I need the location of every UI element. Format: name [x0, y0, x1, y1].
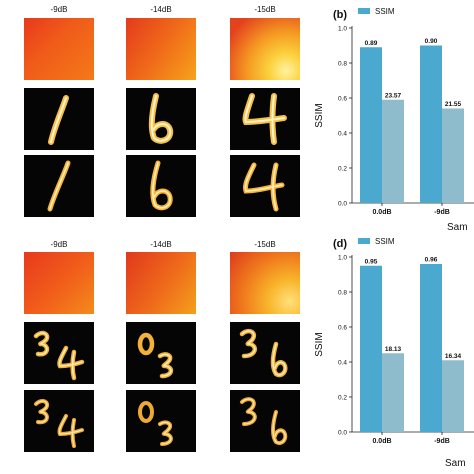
x-tick-label: 0.0dB [372, 438, 391, 445]
ground-truth-digit-image [24, 155, 94, 217]
ground-truth-digit-image [126, 390, 196, 452]
x-tick-label: -9dB [434, 438, 450, 445]
x-axis-title: Sam [445, 458, 466, 469]
y-tick-label: 0.6 [338, 324, 347, 331]
x-tick-label: -9dB [434, 209, 450, 216]
bar-value-label: 0.96 [425, 257, 438, 264]
secondary-bar [382, 99, 404, 203]
reconstructed-digit-image [230, 88, 300, 150]
column-label: -15dB [254, 240, 276, 249]
ssim-bar [360, 265, 382, 432]
secondary-bar [442, 360, 464, 432]
reconstructed-digit-image [24, 322, 94, 384]
speckle-image [230, 252, 300, 314]
y-tick-label: 1.0 [338, 25, 347, 32]
legend-swatch [358, 8, 370, 14]
reconstructed-digit-image [24, 88, 94, 150]
bar-value-label: 18.13 [385, 346, 402, 353]
ground-truth-digit-image [24, 390, 94, 452]
panel-label: (d) [333, 238, 347, 250]
speckle-image [126, 18, 196, 80]
y-tick-label: 0.6 [338, 95, 347, 102]
column-label: -14dB [150, 240, 172, 249]
y-tick-label: 0.0 [338, 200, 347, 207]
y-tick-label: 0.0 [338, 429, 347, 436]
reconstructed-digit-image [126, 322, 196, 384]
y-tick-label: 0.4 [338, 359, 347, 366]
reconstructed-digit-image [126, 88, 196, 150]
x-tick-label: 0.0dB [372, 209, 391, 216]
ssim-bar [360, 47, 382, 203]
reconstructed-digit-image [230, 322, 300, 384]
y-tick-label: 0.2 [338, 394, 347, 401]
speckle-image [126, 252, 196, 314]
chart-panel-d: (d) SSIM 0.0 0.2 0.4 0.6 0.8 1.0 SSIM Sam 0.95 18.1… [314, 237, 474, 469]
bar-value-label: 16.34 [445, 353, 462, 360]
chart-panel-b: (b) SSIM 0.0 0.2 0.4 0.6 0.8 1.0 SSIM Sam 0.89 23.5… [314, 7, 474, 233]
ground-truth-digit-image [230, 155, 300, 217]
y-tick-label: 0.2 [338, 165, 347, 172]
legend-label: SSIM [375, 237, 395, 246]
column-label: -15dB [254, 5, 276, 14]
y-tick-label: 0.4 [338, 130, 347, 137]
secondary-bar [442, 108, 464, 203]
column-label: -9dB [50, 240, 68, 249]
legend-swatch [358, 238, 370, 244]
panel-label: (b) [333, 9, 347, 21]
speckle-image [24, 18, 94, 80]
ssim-bar [420, 45, 442, 203]
bar-value-label: 0.90 [425, 38, 438, 45]
bar-value-label: 23.57 [385, 92, 402, 99]
y-axis-title: SSIM [314, 332, 325, 356]
speckle-image [230, 18, 300, 80]
x-axis-title: Sam [447, 222, 468, 233]
y-axis-title: SSIM [314, 103, 325, 127]
speckle-image [24, 252, 94, 314]
secondary-bar [382, 353, 404, 432]
y-tick-label: 0.8 [338, 60, 347, 67]
legend-label: SSIM [375, 7, 395, 16]
y-tick-label: 1.0 [338, 254, 347, 261]
ground-truth-digit-image [126, 155, 196, 217]
column-label: -9dB [50, 5, 68, 14]
bar-value-label: 21.55 [445, 101, 462, 108]
ground-truth-digit-image [230, 390, 300, 452]
bar-value-label: 0.95 [365, 258, 378, 265]
y-tick-label: 0.8 [338, 289, 347, 296]
bar-value-label: 0.89 [365, 40, 378, 47]
column-label: -14dB [150, 5, 172, 14]
ssim-bar [420, 264, 442, 432]
